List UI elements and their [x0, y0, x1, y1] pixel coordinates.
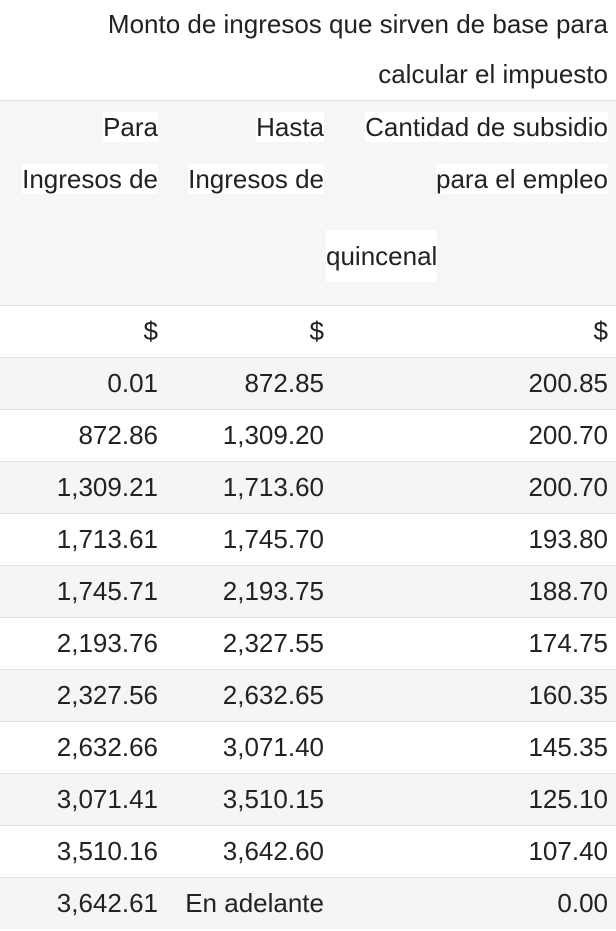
- cell-subsidio: 188.70: [332, 565, 616, 618]
- cell-subsidio: 160.35: [332, 669, 616, 722]
- cell-desde: 1,309.21: [0, 461, 166, 514]
- title-line-2: calcular el impuesto: [378, 59, 608, 89]
- cell-hasta: 872.85: [166, 357, 332, 410]
- cell-hasta: 2,632.65: [166, 669, 332, 722]
- cell-subsidio: 193.80: [332, 513, 616, 566]
- header-para-ingresos: Para Ingresos de: [0, 100, 166, 306]
- cell-subsidio: 200.70: [332, 409, 616, 462]
- cell-desde: 3,071.41: [0, 773, 166, 826]
- table-row: 1,745.71 2,193.75 188.70: [0, 565, 616, 618]
- cell-desde: 1,745.71: [0, 565, 166, 618]
- cell-hasta: 1,309.20: [166, 409, 332, 462]
- cell-hasta: 3,642.60: [166, 825, 332, 878]
- table-row: 1,309.21 1,713.60 200.70: [0, 461, 616, 514]
- cell-desde: 2,327.56: [0, 669, 166, 722]
- cell-hasta: 3,071.40: [166, 721, 332, 774]
- cell-desde: 1,713.61: [0, 513, 166, 566]
- currency-col2: $: [166, 305, 332, 358]
- header-col1-line1: Para: [103, 112, 158, 142]
- cell-subsidio: 107.40: [332, 825, 616, 878]
- title-line-1: Monto de ingresos que sirven de base par…: [107, 9, 608, 39]
- cell-hasta: 2,193.75: [166, 565, 332, 618]
- header-cantidad-subsidio: Cantidad de subsidio para el empleo: [332, 100, 616, 306]
- currency-row: $ $ $: [0, 305, 616, 358]
- cell-subsidio: 200.85: [332, 357, 616, 410]
- cell-hasta: En adelante: [166, 877, 332, 929]
- header-hasta-ingresos: Hasta Ingresos de: [166, 100, 332, 306]
- cell-desde: 3,510.16: [0, 825, 166, 878]
- cell-subsidio: 174.75: [332, 617, 616, 670]
- cell-subsidio: 0.00: [332, 877, 616, 929]
- cell-desde: 2,632.66: [0, 721, 166, 774]
- cell-hasta: 3,510.15: [166, 773, 332, 826]
- cell-subsidio: 125.10: [332, 773, 616, 826]
- subsidy-table: Para Ingresos de Hasta Ingresos de Canti…: [0, 100, 616, 929]
- header-col3-line3: quincenal: [326, 230, 438, 282]
- cell-hasta: 1,745.70: [166, 513, 332, 566]
- cell-subsidio: 200.70: [332, 461, 616, 514]
- header-col2-line1: Hasta: [256, 112, 324, 142]
- header-col3-line2: para el empleo: [436, 164, 608, 194]
- cell-hasta: 2,327.55: [166, 617, 332, 670]
- cell-hasta: 1,713.60: [166, 461, 332, 514]
- header-col2-line2: Ingresos de: [188, 164, 324, 194]
- table-row: 2,193.76 2,327.55 174.75: [0, 617, 616, 670]
- table-row: 3,510.16 3,642.60 107.40: [0, 825, 616, 878]
- table-row: 3,642.61 En adelante 0.00: [0, 877, 616, 929]
- cell-desde: 0.01: [0, 357, 166, 410]
- table-row: 2,632.66 3,071.40 145.35: [0, 721, 616, 774]
- cell-desde: 872.86: [0, 409, 166, 462]
- header-row: Para Ingresos de Hasta Ingresos de Canti…: [0, 100, 616, 306]
- header-col1-line2: Ingresos de: [22, 164, 158, 194]
- table-row: 0.01 872.85 200.85: [0, 357, 616, 410]
- currency-col1: $: [0, 305, 166, 358]
- table-row: 1,713.61 1,745.70 193.80: [0, 513, 616, 566]
- currency-col3: $: [332, 305, 616, 358]
- table-row: 3,071.41 3,510.15 125.10: [0, 773, 616, 826]
- cell-subsidio: 145.35: [332, 721, 616, 774]
- table-row: 2,327.56 2,632.65 160.35: [0, 669, 616, 722]
- cell-desde: 3,642.61: [0, 877, 166, 929]
- table-title: Monto de ingresos que sirven de base par…: [0, 0, 616, 100]
- table-row: 872.86 1,309.20 200.70: [0, 409, 616, 462]
- header-col3-line1: Cantidad de subsidio: [365, 112, 608, 142]
- cell-desde: 2,193.76: [0, 617, 166, 670]
